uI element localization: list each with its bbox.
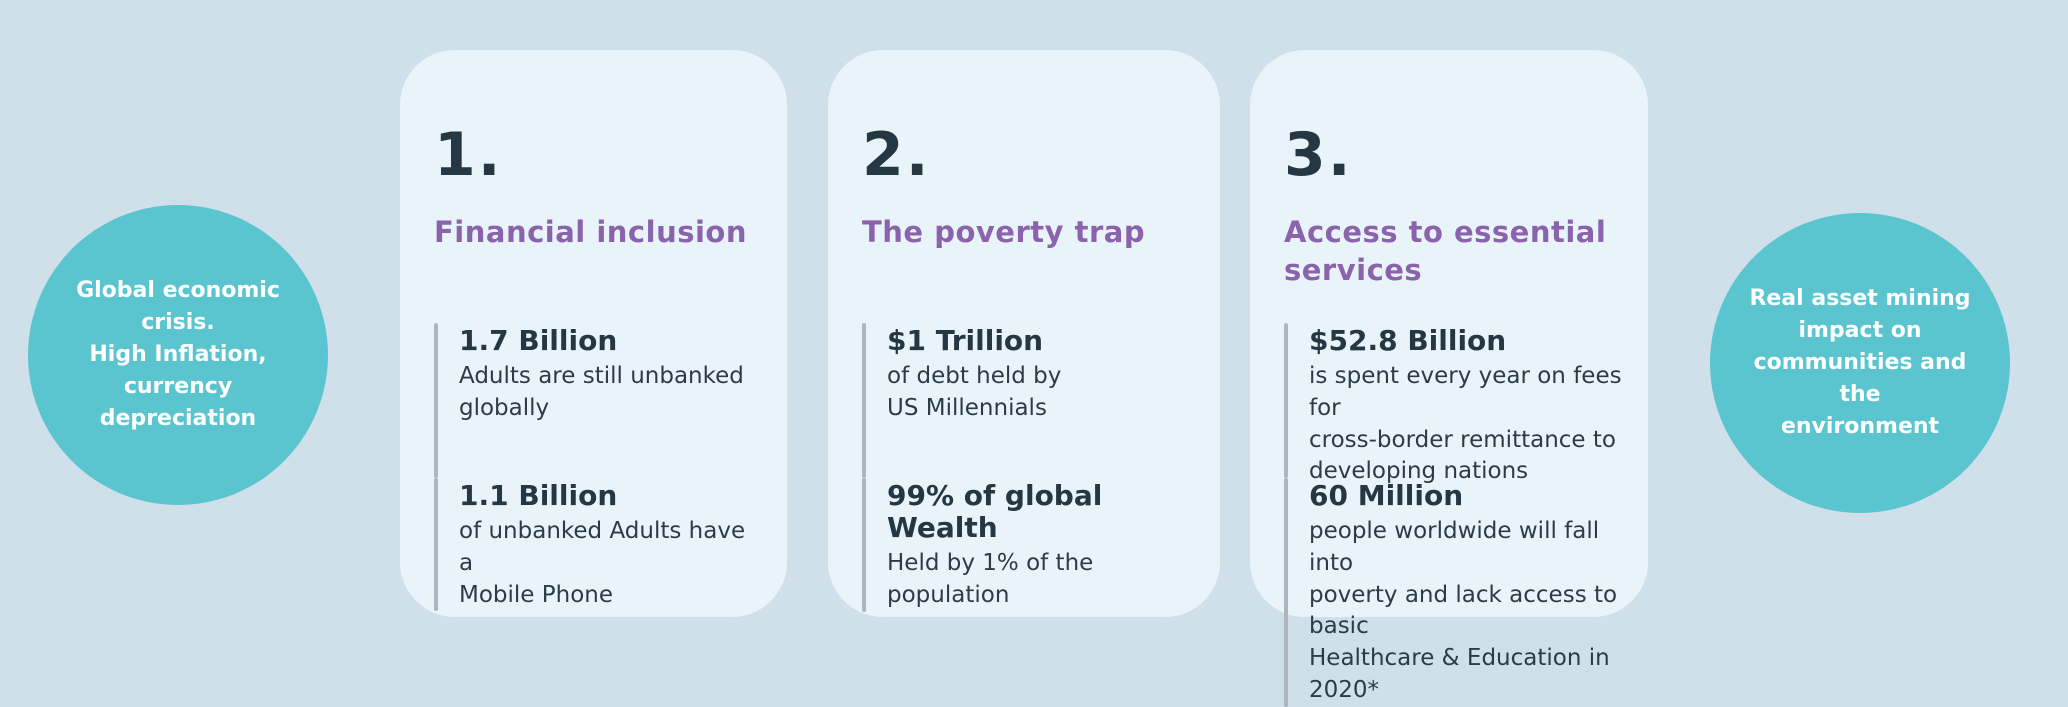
stat-item: $1 Trillion of debt held by US Millennia… <box>862 323 1198 478</box>
stat-accent-bar <box>434 478 438 612</box>
stat-item: 60 Million people worldwide will fall in… <box>1284 478 1626 707</box>
stat-item: 1.7 Billion Adults are still unbanked gl… <box>434 323 765 478</box>
card-title: The poverty trap <box>862 215 1146 249</box>
left-context-circle: Global economic crisis. High Inflation, … <box>28 205 328 505</box>
stat-description: people worldwide will fall into poverty … <box>1309 518 1618 703</box>
stat-accent-bar <box>434 323 438 478</box>
stat-description: Held by 1% of the population <box>887 550 1094 609</box>
stat-body: $1 Trillion of debt held by US Millennia… <box>887 323 1061 478</box>
right-circle-text: Real asset mining impact on communities … <box>1749 286 1971 439</box>
stat-body: $52.8 Billion is spent every year on fee… <box>1309 323 1626 484</box>
infographic-canvas: Global economic crisis. High Inflation, … <box>28 50 2010 707</box>
card-financial-inclusion: 1. Financial inclusion 1.7 Billion Adult… <box>400 50 787 617</box>
stat-accent-bar <box>1284 323 1288 478</box>
card-number: 3. <box>1284 120 1353 190</box>
stat-description: of debt held by US Millennials <box>887 363 1062 421</box>
stat-value: 60 Million <box>1309 479 1464 512</box>
stat-body: 60 Million people worldwide will fall in… <box>1309 478 1626 707</box>
stat-item: $52.8 Billion is spent every year on fee… <box>1284 323 1626 484</box>
stat-description: Adults are still unbanked globally <box>459 363 744 421</box>
stat-body: 1.1 Billion of unbanked Adults have a Mo… <box>459 478 765 611</box>
stat-description: of unbanked Adults have a Mobile Phone <box>459 518 746 608</box>
stat-value: $1 Trillion <box>887 324 1044 357</box>
card-title: Access to essential services <box>1284 215 1607 288</box>
stat-item: 99% of global Wealth Held by 1% of the p… <box>862 478 1198 612</box>
card-title: Financial inclusion <box>434 215 747 249</box>
stat-value: $52.8 Billion <box>1309 324 1507 357</box>
stat-body: 1.7 Billion Adults are still unbanked gl… <box>459 323 744 478</box>
right-context-circle: Real asset mining impact on communities … <box>1710 213 2010 513</box>
stat-value: 99% of global Wealth <box>887 479 1103 545</box>
stat-accent-bar <box>862 323 866 478</box>
stat-body: 99% of global Wealth Held by 1% of the p… <box>887 478 1198 612</box>
left-circle-text: Global economic crisis. High Inflation, … <box>76 278 280 431</box>
card-access-essential-services: 3. Access to essential services $52.8 Bi… <box>1250 50 1648 707</box>
card-number: 1. <box>434 120 503 190</box>
stat-accent-bar <box>862 478 866 612</box>
stat-item: 1.1 Billion of unbanked Adults have a Mo… <box>434 478 765 612</box>
stat-accent-bar <box>1284 478 1288 707</box>
card-number: 2. <box>862 120 931 190</box>
stat-description: is spent every year on fees for cross-bo… <box>1309 363 1622 485</box>
stat-value: 1.7 Billion <box>459 324 618 357</box>
stat-value: 1.1 Billion <box>459 479 618 512</box>
card-poverty-trap: 2. The poverty trap $1 Trillion of debt … <box>828 50 1220 617</box>
